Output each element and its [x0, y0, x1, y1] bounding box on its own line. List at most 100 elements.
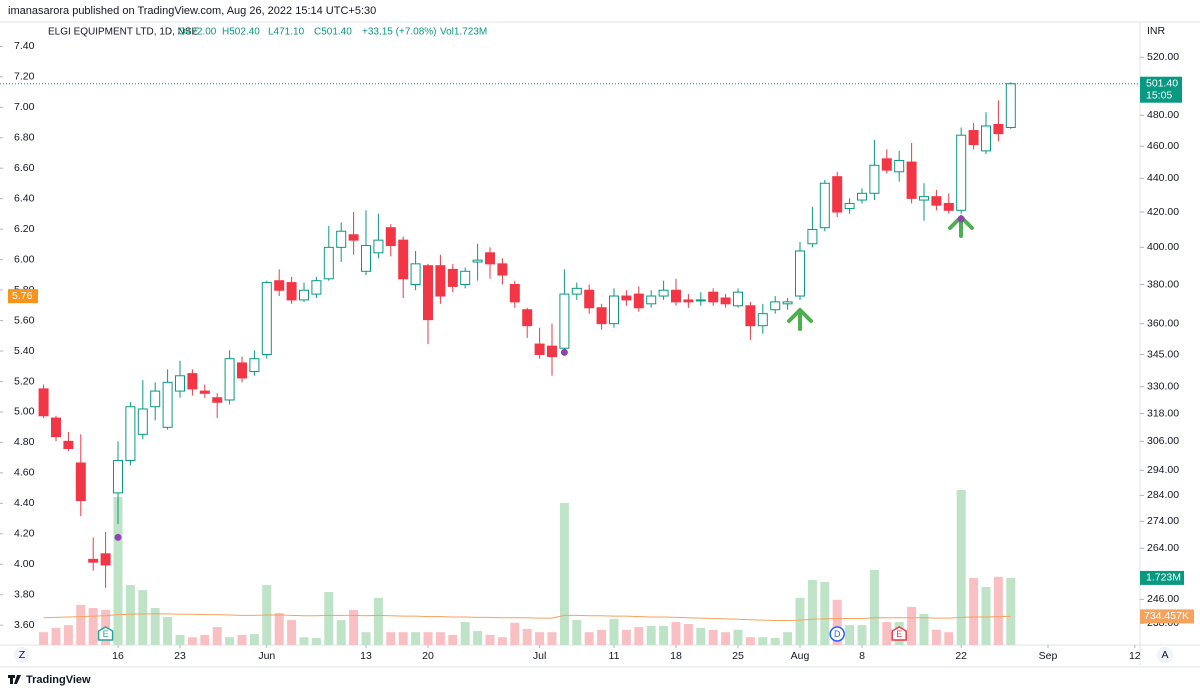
candle-body: [1005, 83, 1016, 128]
candle-body: [559, 293, 570, 349]
candle-body: [274, 280, 285, 291]
candle-body: [38, 388, 49, 417]
candle-body: [348, 234, 359, 241]
y2-tick-label: 6.20: [14, 223, 35, 235]
y2-tick-label: 5.40: [14, 345, 35, 357]
candle-body: [100, 553, 111, 566]
publisher: imanasarora published on TradingView.com…: [8, 5, 376, 17]
legend-item: O472.00: [178, 27, 217, 38]
event-dot: [114, 533, 122, 541]
event-icon: [891, 626, 907, 641]
volume-bar: [832, 599, 842, 645]
y-tick-label: 306.00: [1147, 435, 1179, 447]
volume-bar: [584, 632, 594, 645]
y-tick-label: 480.00: [1147, 109, 1179, 121]
volume-bar: [956, 490, 966, 645]
volume-bar: [634, 627, 644, 645]
volume-label: 1.723M: [1146, 572, 1181, 584]
y2-tick-label: 5.60: [14, 314, 35, 326]
x-tick-label: 22: [955, 650, 967, 662]
candle-body: [571, 287, 582, 295]
volume-bar: [535, 632, 545, 645]
candle-body: [869, 164, 880, 194]
volume-bar: [113, 497, 123, 645]
candle-body: [658, 289, 669, 297]
candle-body: [385, 227, 396, 247]
volume-bar: [63, 625, 73, 645]
volume-bar: [497, 637, 507, 645]
y-tick-label: 360.00: [1147, 317, 1179, 329]
volume-bar: [993, 576, 1003, 645]
volume-bar: [919, 613, 929, 645]
volume-bar: [336, 620, 346, 645]
x-tick-label: Sep: [1039, 650, 1058, 662]
y-tick-label: 264.00: [1147, 542, 1179, 554]
volume-bar: [287, 620, 297, 645]
candle-body: [373, 239, 384, 254]
volume-bar: [671, 622, 681, 645]
volume-bar: [88, 608, 98, 645]
volume-bar: [299, 637, 309, 645]
candle-body: [75, 462, 86, 502]
volume-bar: [721, 632, 731, 645]
volume-bar: [163, 616, 173, 645]
volume-bar: [386, 632, 396, 645]
candle-body: [646, 295, 657, 305]
candle-body: [547, 345, 557, 358]
candle-body: [522, 309, 533, 327]
y2-tick-label: 7.20: [14, 71, 35, 83]
candle-body: [237, 362, 247, 379]
volume-bar: [609, 618, 619, 645]
event-dot: [560, 348, 568, 356]
volume-bar: [770, 637, 780, 645]
button[interactable]: [1157, 647, 1173, 663]
candle-body: [509, 284, 520, 303]
volume-bar: [460, 622, 470, 645]
legend-item: Vol1.723M: [440, 27, 487, 38]
candle-body: [720, 297, 731, 305]
volume-bar: [621, 629, 631, 645]
x-tick-label: 8: [859, 650, 865, 662]
candle-body: [460, 270, 471, 286]
volume-bar: [373, 597, 383, 645]
x-tick-label: 16: [112, 650, 124, 662]
volume-bar: [857, 625, 867, 645]
volume-bar: [473, 630, 483, 645]
candle-body: [981, 125, 991, 152]
y-tick-label: 380.00: [1147, 278, 1179, 290]
volume-bar: [225, 637, 235, 645]
button-label[interactable]: A: [1161, 649, 1168, 661]
button[interactable]: [14, 647, 30, 663]
volume-bar: [683, 623, 693, 645]
candle-body: [497, 263, 508, 276]
candle-body: [968, 130, 979, 146]
volume-bar: [597, 629, 607, 645]
x-tick-label: 25: [732, 650, 744, 662]
volume-bar: [969, 578, 979, 645]
y2-tick-label: 6.80: [14, 132, 35, 144]
candle-body: [807, 228, 818, 245]
volume-bar: [931, 629, 941, 645]
volume-bar: [944, 632, 954, 645]
candle-body: [782, 301, 793, 305]
volume-bar: [708, 629, 718, 645]
y2-tick-label: 4.40: [14, 497, 35, 509]
volume-bar: [212, 627, 222, 645]
candle-body: [485, 252, 495, 265]
button-label[interactable]: Z: [19, 649, 26, 661]
volume-bar: [361, 632, 371, 645]
y2-tick-label: 4.60: [14, 467, 35, 479]
y2-tick-label: 4.20: [14, 528, 35, 540]
y2-tick-label: 7.00: [14, 101, 35, 113]
candle-body: [63, 440, 74, 450]
volume-bar: [138, 590, 148, 645]
candle-body: [423, 265, 433, 321]
candle-body: [906, 161, 917, 199]
y-tick-label: 460.00: [1147, 140, 1179, 152]
symbol: ELGI EQUIPMENT LTD, 1D, NSE: [48, 27, 199, 38]
y-tick-label: 520.00: [1147, 51, 1179, 63]
last-price-label: 501.40: [1146, 77, 1178, 89]
candle-body: [199, 390, 210, 394]
volume-bar: [547, 632, 557, 645]
volume-bar: [783, 632, 793, 645]
